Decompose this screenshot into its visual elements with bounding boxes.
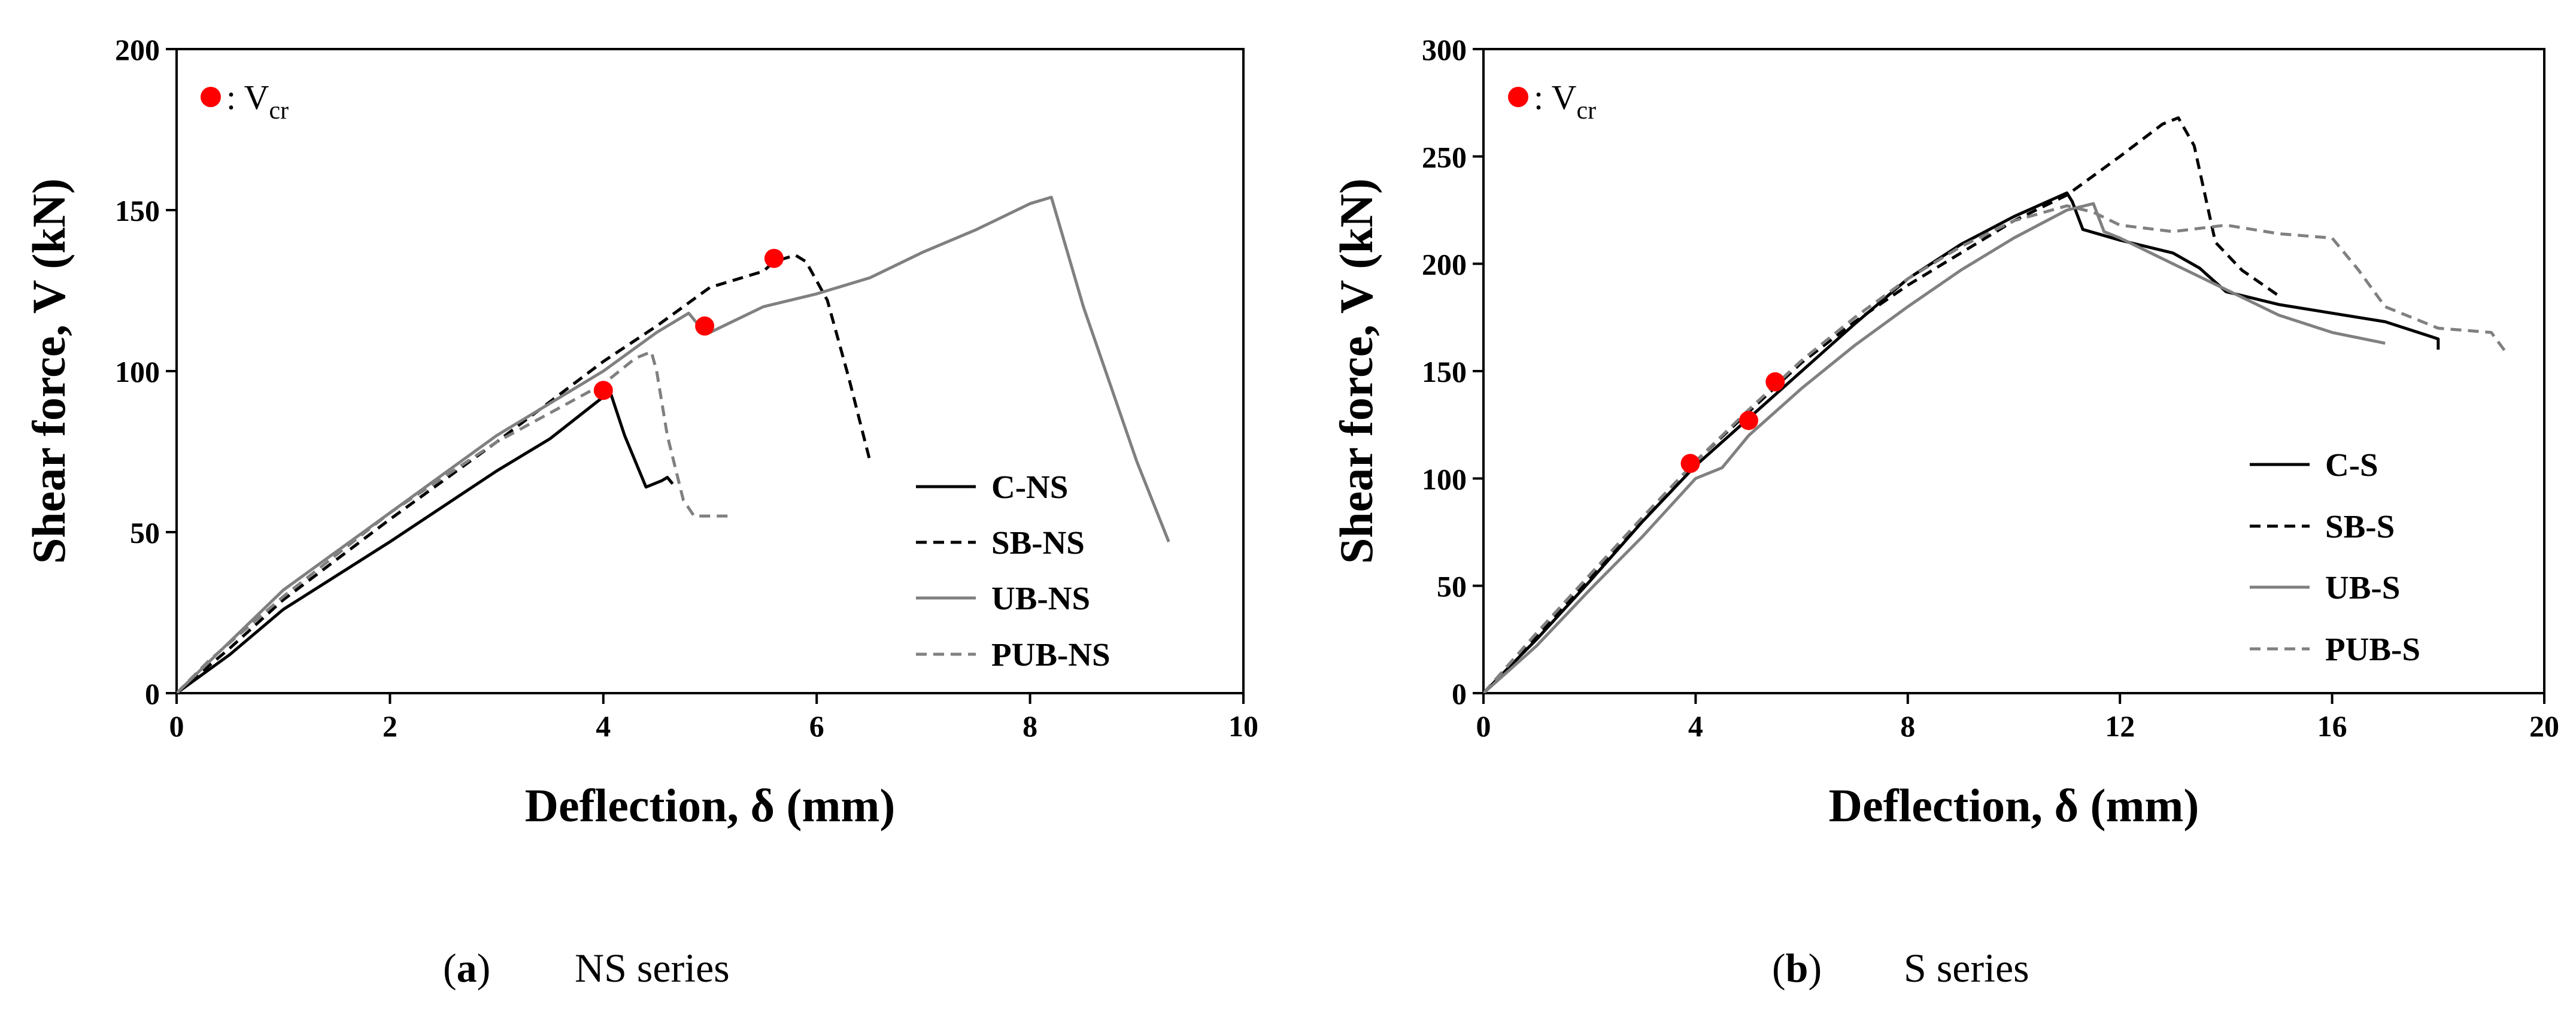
vcr-point (1680, 454, 1700, 473)
y-tick-label: 50 (1437, 570, 1467, 603)
legend-label-pub-s: PUB-S (2325, 631, 2420, 667)
legend-label-c-s: C-S (2325, 447, 2378, 483)
x-tick-label: 16 (2317, 709, 2347, 743)
y-tick-label: 250 (1422, 140, 1467, 174)
series-lines (1483, 116, 2509, 693)
x-tick-label: 0 (169, 709, 184, 743)
vcr-point (1765, 372, 1785, 391)
vcr-point (764, 248, 784, 268)
x-tick-label: 10 (1228, 709, 1258, 743)
legend-label-ub-s: UB-S (2325, 569, 2400, 606)
legend-label-ub-ns: UB-NS (991, 580, 1090, 617)
series-line-pub-ns (177, 350, 732, 693)
legend: C-S SB-S UB-S PUB-S (2250, 447, 2420, 667)
y-axis-label: Shear force, V (kN) (1330, 178, 1382, 564)
vcr-point (1739, 411, 1758, 430)
vcr-points (1680, 372, 1785, 473)
vcr-legend-dot (201, 87, 221, 107)
vcr-legend-text: : Vcr (1534, 78, 1596, 125)
y-tick-label: 100 (1422, 462, 1467, 496)
y-tick-label: 150 (115, 194, 160, 227)
legend-label-pub-ns: PUB-NS (991, 636, 1110, 673)
caption-a: (a) NS series (443, 945, 730, 991)
vcr-legend-dot (1508, 87, 1528, 107)
caption-b: (b) S series (1772, 945, 2029, 991)
y-tick-label: 100 (115, 355, 160, 388)
vcr-point (695, 316, 715, 336)
vcr-legend-text: : Vcr (226, 78, 289, 125)
y-tick-label: 300 (1422, 33, 1467, 66)
series-line-c-ns (177, 385, 674, 693)
x-tick-label: 20 (2529, 709, 2559, 743)
y-tick-label: 0 (145, 677, 160, 711)
x-tick-label: 4 (1688, 709, 1703, 743)
x-tick-label: 8 (1022, 709, 1037, 743)
series-lines (177, 196, 1170, 693)
vcr-point (593, 381, 613, 400)
vcr-points (593, 248, 784, 400)
x-axis-label: Deflection, δ (mm) (525, 779, 896, 831)
x-axis-label: Deflection, δ (mm) (1829, 779, 2199, 831)
legend-label-sb-s: SB-S (2325, 508, 2395, 545)
legend: C-NS SB-NS UB-NS PUB-NS (916, 469, 1110, 673)
x-tick-label: 12 (2105, 709, 2135, 743)
x-tick-label: 0 (1476, 709, 1491, 743)
x-tick-label: 4 (596, 709, 611, 743)
y-tick-label: 50 (130, 516, 160, 549)
series-line-pub-s (1483, 204, 2509, 693)
y-axis-label: Shear force, V (kN) (23, 178, 75, 564)
series-line-ub-s (1483, 202, 2386, 693)
series-line-c-s (1483, 191, 2440, 693)
legend-label-sb-ns: SB-NS (991, 524, 1085, 561)
x-tick-label: 2 (383, 709, 398, 743)
x-tick-label: 6 (809, 709, 824, 743)
series-line-sb-s (1483, 116, 2280, 693)
legend-label-c-ns: C-NS (991, 469, 1068, 505)
series-line-ub-ns (177, 196, 1170, 693)
y-tick-label: 0 (1452, 677, 1467, 711)
series-line-sb-ns (177, 253, 872, 693)
y-tick-label: 200 (1422, 248, 1467, 281)
x-tick-label: 8 (1900, 709, 1915, 743)
y-tick-label: 200 (115, 33, 160, 66)
y-tick-label: 150 (1422, 355, 1467, 388)
